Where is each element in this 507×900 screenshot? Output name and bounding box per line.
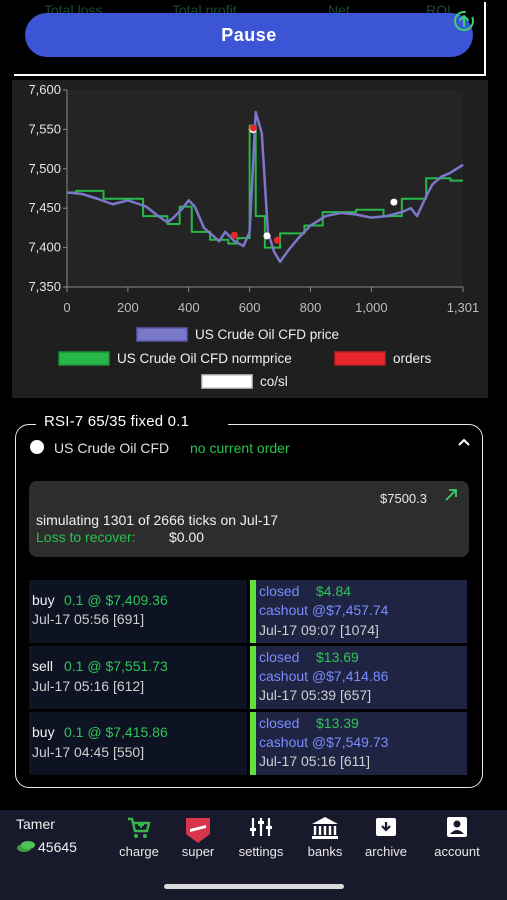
trade-open-panel xyxy=(29,646,247,709)
trend-up-icon xyxy=(445,489,457,501)
y-tick-label: 7,500 xyxy=(28,161,61,176)
trade-cashout: cashout @$7,457.74 xyxy=(259,602,389,618)
trade-profit: $13.39 xyxy=(316,715,359,731)
x-tick-label: 0 xyxy=(63,300,70,315)
account-icon xyxy=(447,817,467,837)
x-tick-label: 1,000 xyxy=(355,300,388,315)
price-chart: 7,350 7,400 7,450 7,500 7,550 7,600 0 200 400 600… xyxy=(12,80,488,398)
strategy-card xyxy=(15,424,483,788)
trade-open-panel xyxy=(29,712,247,775)
x-tick-label: 600 xyxy=(239,300,261,315)
y-tick-label: 7,550 xyxy=(28,121,61,136)
header-frame xyxy=(14,2,486,76)
trade-qty-price: 0.1 @ $7,551.73 xyxy=(64,658,168,674)
trade-side: buy xyxy=(32,592,55,608)
coins-icon xyxy=(17,841,35,852)
loss-to-recover-label: Loss to recover: xyxy=(36,529,136,545)
nav-label-super: super xyxy=(181,844,215,859)
sliders-icon xyxy=(250,818,272,836)
nav-label-archive: archive xyxy=(365,844,407,859)
x-tick-label: 1,301 xyxy=(447,300,480,315)
trade-side: buy xyxy=(32,724,55,740)
legend-orders-label: orders xyxy=(393,351,432,366)
trade-status: closed xyxy=(259,715,300,731)
nav-label-settings: settings xyxy=(238,844,284,859)
order-point xyxy=(249,124,257,132)
instrument-radio[interactable] xyxy=(30,440,44,454)
trade-cashout: cashout @$7,414.86 xyxy=(259,668,389,684)
instrument-name: US Crude Oil CFD xyxy=(54,440,170,456)
y-tick-label: 7,350 xyxy=(28,279,61,294)
nav-label-banks: banks xyxy=(307,844,343,859)
price-chart-svg: 7,350 7,400 7,450 7,500 7,550 7,600 0 200 400 600… xyxy=(28,82,480,389)
trade-close-time: Jul-17 05:39 [657] xyxy=(259,687,372,703)
legend-cosl-label: co/sl xyxy=(260,374,288,389)
order-point xyxy=(273,236,281,244)
archive-icon xyxy=(376,818,396,836)
trade-status-bar xyxy=(250,580,256,643)
nav-label-account: account xyxy=(434,844,480,859)
trade-profit: $13.69 xyxy=(316,649,359,665)
trade-close-panel xyxy=(250,712,467,775)
pause-button[interactable]: Pause xyxy=(25,13,473,57)
x-tick-label: 200 xyxy=(117,300,139,315)
strategy-title: RSI-7 65/35 fixed 0.1 xyxy=(44,413,190,430)
trade-cashout: cashout @$7,549.73 xyxy=(259,734,389,750)
order-point xyxy=(230,231,238,239)
nav-settings[interactable]: settings xyxy=(229,814,293,862)
legend-price-swatch xyxy=(136,327,188,342)
nav-label-charge: charge xyxy=(119,844,159,859)
legend-orders-swatch xyxy=(334,351,386,366)
y-tick-label: 7,600 xyxy=(28,82,61,97)
cart-icon xyxy=(128,817,151,838)
y-tick-label: 7,400 xyxy=(28,240,61,255)
trade-close-time: Jul-17 05:16 [611] xyxy=(259,753,371,769)
trade-profit: $4.84 xyxy=(316,583,352,599)
coin-balance: 45645 xyxy=(38,839,77,855)
simulation-text: simulating 1301 of 2666 ticks on Jul-17 xyxy=(36,512,279,528)
trade-close-panel xyxy=(250,580,467,643)
trade-qty-price: 0.1 @ $7,409.36 xyxy=(64,592,168,608)
username: Tamer xyxy=(16,816,55,832)
y-tick-label: 7,450 xyxy=(28,200,61,215)
loss-to-recover-value: $0.00 xyxy=(169,529,205,545)
legend-price-label: US Crude Oil CFD price xyxy=(195,327,339,342)
upload-circle-icon[interactable] xyxy=(452,9,476,33)
trade-status: closed xyxy=(259,649,300,665)
nav-charge[interactable]: charge xyxy=(107,814,171,862)
trade-status-bar xyxy=(250,712,256,775)
legend-normprice-label: US Crude Oil CFD normprice xyxy=(117,351,292,366)
trade-status: closed xyxy=(259,583,300,599)
trade-close-panel xyxy=(250,646,467,709)
cosl-point xyxy=(390,198,398,206)
trade-status-bar xyxy=(250,646,256,709)
balance-value: $7500.3 xyxy=(380,491,427,506)
x-tick-label: 400 xyxy=(178,300,200,315)
x-tick-label: 800 xyxy=(300,300,322,315)
super-icon xyxy=(186,818,210,843)
strategy-title-background xyxy=(36,412,228,434)
nav-account[interactable]: account xyxy=(425,814,489,862)
cosl-point xyxy=(263,232,271,240)
price-line xyxy=(66,110,464,264)
trade-close-time: Jul-17 09:07 [1074] xyxy=(259,622,379,638)
simulation-box xyxy=(29,481,469,557)
bank-icon xyxy=(312,817,338,839)
trade-side: sell xyxy=(32,658,54,674)
trade-open-time: Jul-17 05:16 [612] xyxy=(32,678,145,694)
order-status: no current order xyxy=(190,440,290,456)
trade-qty-price: 0.1 @ $7,415.86 xyxy=(64,724,168,740)
nav-banks[interactable]: banks xyxy=(293,814,357,862)
legend-normprice-swatch xyxy=(58,351,110,366)
trade-open-time: Jul-17 05:56 [691] xyxy=(32,611,145,627)
home-indicator xyxy=(164,884,344,889)
nav-archive[interactable]: archive xyxy=(354,814,418,862)
trade-open-panel xyxy=(29,580,247,643)
trade-open-time: Jul-17 04:45 [550] xyxy=(32,744,145,760)
chevron-up-icon[interactable] xyxy=(456,434,472,450)
nav-super[interactable]: super xyxy=(166,814,230,862)
legend-cosl-swatch xyxy=(201,374,253,389)
